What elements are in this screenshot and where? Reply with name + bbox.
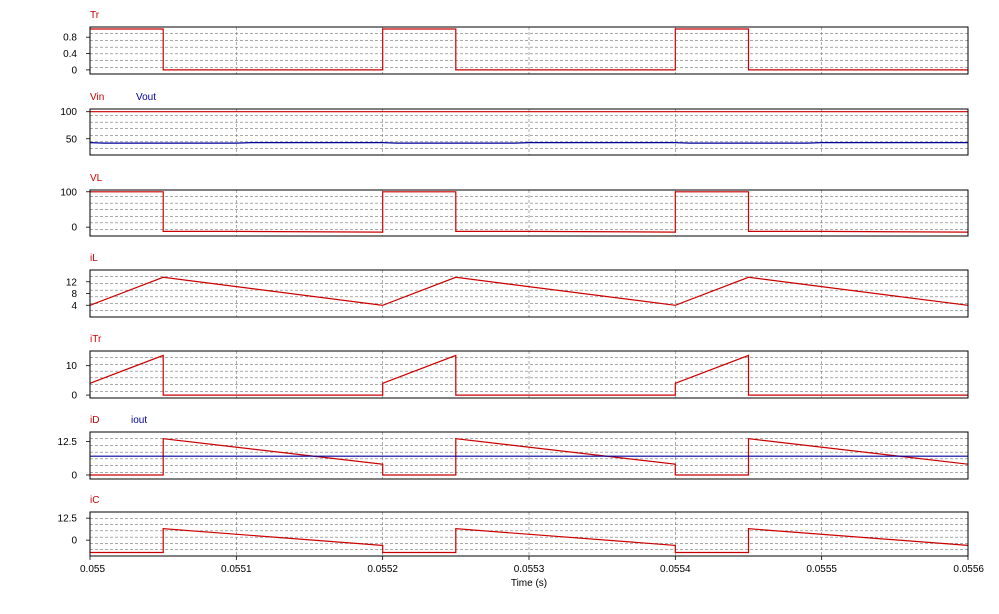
series-label-ic: iC — [90, 495, 99, 506]
series-vout-line — [89, 142, 968, 144]
series-vl-line — [90, 191, 969, 233]
x-tick-label: 0.0556 — [953, 564, 984, 575]
y-tick-label: 50 — [66, 134, 78, 145]
series-label-itr: iTr — [90, 334, 102, 345]
y-tick-label: 8 — [71, 289, 77, 300]
y-tick-label: 100 — [60, 107, 77, 118]
y-tick-label: 4 — [71, 301, 77, 312]
x-tick-label: 0.055 — [80, 564, 105, 575]
panel-tr: Tr 0.8 0.4 0 — [63, 10, 969, 76]
x-tick-label: 0.0551 — [221, 564, 252, 575]
x-tick-label: 0.0553 — [514, 564, 545, 575]
y-tick-label: 0.4 — [63, 49, 77, 60]
panel-itr: iTr 10 0 — [66, 334, 969, 402]
panel-id: iD iout 12.5 0 — [58, 415, 969, 481]
y-tick-label: 12.5 — [58, 514, 78, 525]
series-id-line — [90, 438, 969, 476]
series-label-vl: VL — [90, 173, 103, 184]
y-tick-label: 0 — [71, 470, 77, 481]
panel-frame — [89, 269, 969, 318]
y-tick-label: 12.5 — [58, 437, 78, 448]
y-tick-label: 0 — [71, 391, 77, 402]
series-label-vout: Vout — [136, 92, 156, 103]
y-tick-label: 0.8 — [63, 33, 77, 44]
panel-vl: VL 100 0 — [60, 173, 969, 237]
y-tick-label: 12 — [66, 277, 78, 288]
panel-frame — [89, 189, 969, 237]
series-il-line — [89, 276, 969, 306]
x-axis-label: Time (s) — [511, 578, 547, 589]
panel-vin: Vin Vout 100 50 — [60, 92, 969, 156]
series-itr-line — [89, 354, 968, 396]
panel-frame — [89, 350, 969, 399]
series-label-tr: Tr — [90, 10, 100, 21]
series-label-vin: Vin — [90, 92, 104, 103]
panel-frame — [89, 108, 969, 156]
series-tr-line — [90, 28, 968, 71]
y-tick-label: 10 — [66, 361, 78, 372]
y-tick-label: 0 — [71, 536, 77, 547]
series-label-il: iL — [90, 253, 98, 264]
y-tick-label: 0 — [71, 223, 77, 234]
panel-frame — [89, 431, 969, 480]
panel-frame — [89, 26, 969, 75]
series-label-iout: iout — [131, 415, 147, 426]
series-ic-line — [90, 528, 969, 554]
series-label-id: iD — [90, 415, 99, 426]
x-tick-label: 0.0555 — [806, 564, 837, 575]
x-tick-label: 0.0554 — [660, 564, 691, 575]
y-tick-label: 0 — [71, 65, 77, 76]
x-tick-label: 0.0552 — [367, 564, 398, 575]
y-tick-label: 100 — [60, 187, 77, 198]
